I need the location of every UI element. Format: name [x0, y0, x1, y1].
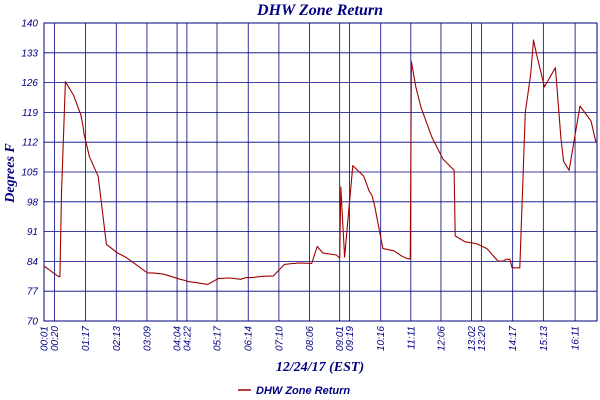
legend: DHW Zone Return: [238, 385, 350, 397]
x-tick-label: 08:06: [305, 326, 316, 351]
y-axis-ticks: 70 77 84 91 98 105 112 119 126 133 140: [21, 19, 38, 328]
y-tick-label: 133: [21, 48, 38, 59]
x-tick-label: 13:20: [477, 326, 488, 351]
x-tick-label: 03:09: [142, 326, 153, 351]
x-tick-label: 02:13: [112, 326, 123, 351]
legend-label: DHW Zone Return: [256, 385, 350, 397]
y-axis-label: Degrees F: [3, 143, 18, 204]
y-tick-label: 84: [27, 257, 39, 268]
y-tick-label: 77: [27, 287, 39, 298]
y-tick-label: 119: [22, 108, 38, 119]
x-tick-label: 01:17: [81, 326, 92, 351]
grid: [43, 22, 598, 322]
x-tick-label: 15:13: [539, 326, 550, 351]
y-tick-label: 105: [21, 168, 38, 179]
x-axis-label: 12/24/17 (EST): [276, 360, 364, 375]
x-tick-label: 00:01: [40, 326, 51, 351]
series-line: [43, 39, 597, 285]
x-tick-label: 05:17: [213, 326, 224, 351]
x-tick-label: 12:06: [436, 326, 447, 351]
x-tick-label: 11:11: [406, 326, 417, 350]
x-tick-label: 14:17: [508, 326, 519, 351]
x-tick-label: 16:11: [571, 326, 582, 350]
x-tick-label: 09:19: [345, 326, 356, 351]
series-group: [43, 39, 597, 285]
chart-title: DHW Zone Return: [256, 2, 383, 19]
x-tick-label: 09:01: [335, 326, 346, 351]
x-tick-label: 07:10: [274, 326, 285, 351]
x-tick-label: 13:02: [467, 326, 478, 351]
x-tick-label: 04:22: [182, 326, 193, 351]
y-tick-label: 126: [21, 78, 38, 89]
x-tick-label: 06:14: [244, 326, 255, 351]
y-tick-label: 140: [21, 19, 38, 30]
y-tick-label: 112: [22, 138, 38, 149]
y-tick-label: 91: [27, 227, 38, 238]
y-tick-label: 98: [27, 197, 39, 208]
x-tick-label: 10:16: [376, 326, 387, 351]
y-tick-label: 70: [27, 317, 39, 328]
x-tick-label: 00:20: [50, 326, 61, 351]
x-tick-label: 04:04: [173, 326, 184, 351]
